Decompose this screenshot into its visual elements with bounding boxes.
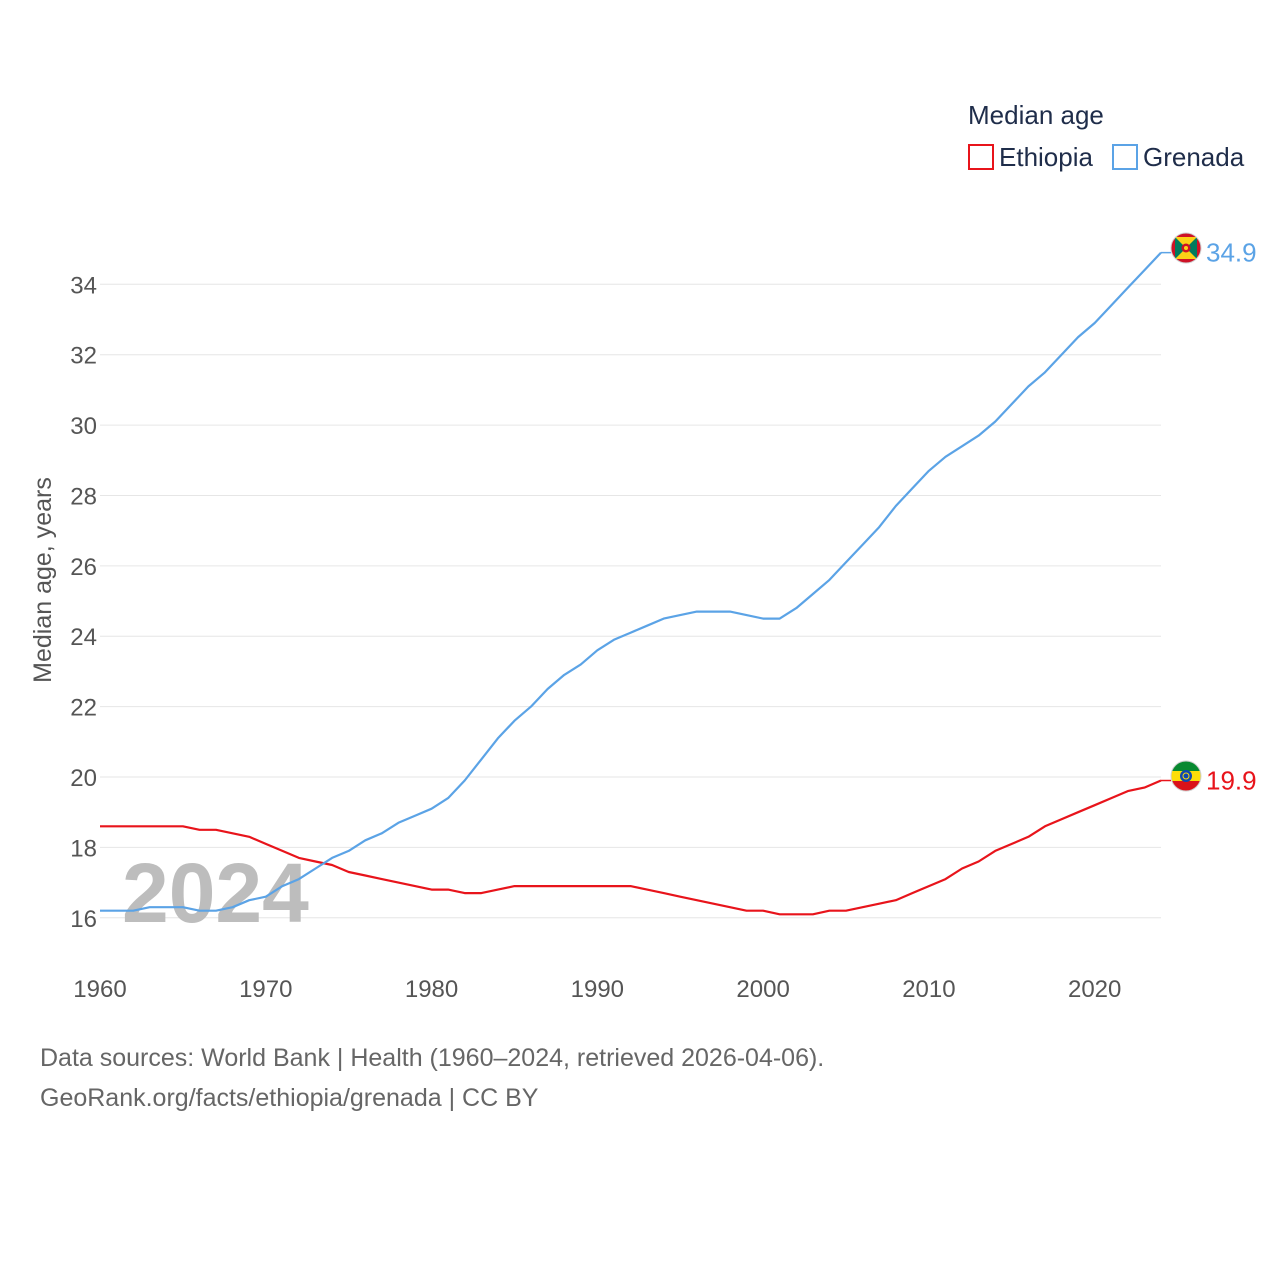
- x-tick-label: 1980: [405, 976, 458, 1003]
- y-axis-ticks: 16 18 20 22 24 26 28 30 32 34: [70, 272, 97, 932]
- x-tick-label: 2010: [902, 976, 955, 1003]
- end-value-ethiopia: 19.9: [1206, 766, 1257, 796]
- ethiopia-flag-icon: [1170, 760, 1202, 792]
- y-tick-label: 34: [70, 272, 97, 299]
- y-tick-label: 20: [70, 765, 97, 792]
- legend-label-grenada: Grenada: [1143, 142, 1245, 172]
- y-tick-label: 16: [70, 906, 97, 933]
- legend-swatch-grenada: [1112, 144, 1138, 170]
- legend-title: Median age: [968, 100, 1104, 130]
- y-tick-label: 28: [70, 483, 97, 510]
- end-value-grenada: 34.9: [1206, 238, 1257, 268]
- series-line-ethiopia[interactable]: [100, 779, 1162, 916]
- legend: Median age Ethiopia Grenada: [968, 100, 1245, 172]
- legend-label-ethiopia: Ethiopia: [999, 142, 1093, 172]
- x-tick-label: 1960: [73, 976, 126, 1003]
- y-tick-label: 30: [70, 413, 97, 440]
- x-tick-label: 2020: [1068, 976, 1121, 1003]
- y-tick-label: 26: [70, 554, 97, 581]
- y-tick-label: 32: [70, 343, 97, 370]
- footer-sources: Data sources: World Bank | Health (1960–…: [40, 1044, 825, 1072]
- x-axis-ticks: 1960 1970 1980 1990 2000 2010 2020: [73, 976, 1121, 1003]
- year-watermark: 2024: [122, 846, 309, 940]
- y-tick-label: 18: [70, 835, 97, 862]
- y-axis-label: Median age, years: [29, 477, 57, 683]
- gridlines: [100, 283, 1161, 919]
- x-tick-label: 1990: [571, 976, 624, 1003]
- x-tick-label: 1970: [239, 976, 292, 1003]
- footer-attribution[interactable]: GeoRank.org/facts/ethiopia/grenada | CC …: [40, 1084, 539, 1112]
- legend-swatch-ethiopia: [968, 144, 994, 170]
- series-lines: [100, 251, 1171, 916]
- x-tick-label: 2000: [736, 976, 789, 1003]
- legend-item-grenada[interactable]: Grenada: [1112, 142, 1245, 172]
- grenada-flag-icon: [1170, 232, 1202, 264]
- y-tick-label: 22: [70, 695, 97, 722]
- legend-item-ethiopia[interactable]: Ethiopia: [968, 142, 1093, 172]
- series-line-grenada[interactable]: [100, 251, 1162, 912]
- y-tick-label: 24: [70, 624, 97, 651]
